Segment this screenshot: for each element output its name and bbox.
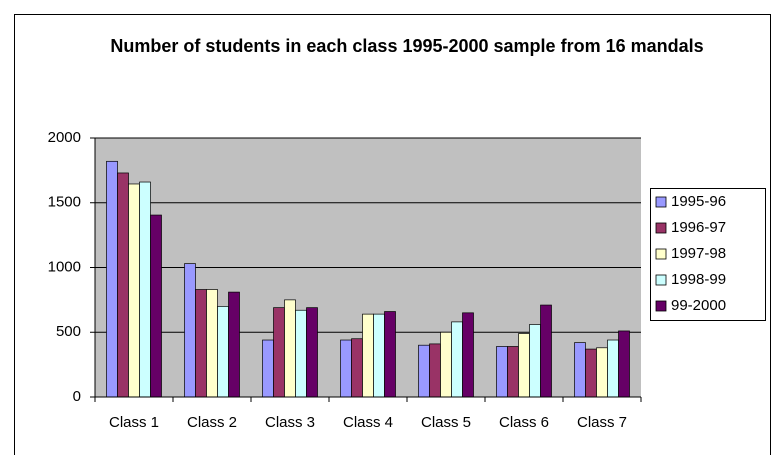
y-tick-label: 2000 bbox=[48, 129, 81, 146]
y-tick-label: 1000 bbox=[48, 258, 81, 275]
legend-swatch bbox=[655, 222, 667, 234]
bar bbox=[362, 313, 374, 398]
bar bbox=[373, 313, 385, 398]
bar bbox=[139, 181, 151, 398]
bar bbox=[284, 299, 296, 398]
y-tick-label: 0 bbox=[73, 388, 81, 405]
bar bbox=[273, 307, 285, 398]
bar bbox=[596, 347, 608, 398]
bar bbox=[507, 346, 519, 398]
bar bbox=[195, 289, 207, 398]
legend-label: 1995-96 bbox=[671, 193, 726, 210]
legend-swatch bbox=[655, 274, 667, 286]
x-tick-label: Class 4 bbox=[343, 414, 393, 431]
bar bbox=[206, 289, 218, 398]
bar bbox=[351, 338, 363, 398]
bar bbox=[529, 324, 541, 398]
legend-label: 1996-97 bbox=[671, 219, 726, 236]
bar bbox=[451, 321, 463, 398]
y-tick-label: 500 bbox=[56, 323, 81, 340]
bar bbox=[106, 160, 118, 398]
bar bbox=[440, 331, 452, 398]
legend-label: 1997-98 bbox=[671, 245, 726, 262]
bar bbox=[128, 183, 140, 398]
legend-swatch bbox=[655, 300, 667, 312]
x-tick-label: Class 3 bbox=[265, 414, 315, 431]
x-tick-label: Class 2 bbox=[187, 414, 237, 431]
legend-box bbox=[650, 188, 766, 321]
bar bbox=[540, 304, 552, 398]
bar bbox=[518, 333, 530, 398]
x-tick-label: Class 1 bbox=[109, 414, 159, 431]
bar bbox=[418, 344, 430, 398]
bar bbox=[228, 291, 240, 398]
bar bbox=[150, 214, 162, 398]
bar bbox=[184, 263, 196, 398]
bar bbox=[262, 339, 274, 398]
bar bbox=[496, 346, 508, 398]
bar bbox=[585, 348, 597, 398]
bar bbox=[462, 312, 474, 398]
bar bbox=[340, 339, 352, 398]
x-tick-label: Class 5 bbox=[421, 414, 471, 431]
y-tick-label: 1500 bbox=[48, 194, 81, 211]
x-tick-label: Class 6 bbox=[499, 414, 549, 431]
legend-label: 99-2000 bbox=[671, 297, 726, 314]
bar bbox=[295, 309, 307, 398]
chart-title: Number of students in each class 1995-20… bbox=[110, 36, 704, 56]
bar bbox=[306, 307, 318, 398]
legend-swatch bbox=[655, 248, 667, 260]
bar bbox=[429, 343, 441, 398]
bar bbox=[117, 172, 129, 398]
legend-label: 1998-99 bbox=[671, 271, 726, 288]
bar bbox=[607, 339, 619, 398]
legend-swatch bbox=[655, 196, 667, 208]
bar bbox=[384, 311, 396, 398]
x-tick-label: Class 7 bbox=[577, 414, 627, 431]
bar bbox=[574, 342, 586, 398]
bar bbox=[618, 330, 630, 398]
bar bbox=[217, 306, 229, 398]
